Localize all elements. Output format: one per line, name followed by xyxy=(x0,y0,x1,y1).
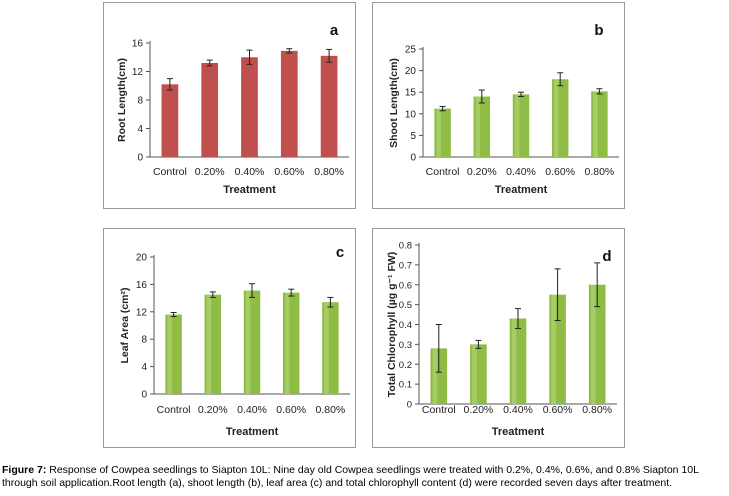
y-tick-label: 16 xyxy=(136,280,148,291)
bar-highlight xyxy=(436,108,441,157)
y-tick-label: 10 xyxy=(405,109,417,120)
y-tick-label: 8 xyxy=(137,96,143,107)
panel-letter: a xyxy=(330,22,339,39)
category-label: 0.40% xyxy=(503,404,533,416)
bar xyxy=(161,84,179,157)
y-tick-label: 0.2 xyxy=(399,360,412,371)
y-tick-label: 20 xyxy=(405,66,417,77)
x-axis-title: Treatment xyxy=(223,184,276,196)
bar-highlight xyxy=(167,314,172,394)
y-axis-title: Root Length(cm) xyxy=(116,58,128,142)
category-label: 0.60% xyxy=(545,166,575,178)
category-label: 0.40% xyxy=(235,166,265,178)
y-axis-title: Total Chlorophyll (µg g⁻¹ FW) xyxy=(386,252,398,398)
y-tick-label: 12 xyxy=(136,307,148,318)
panel-letter: d xyxy=(602,248,611,265)
y-tick-label: 4 xyxy=(141,362,147,373)
x-axis-title: Treatment xyxy=(495,184,548,196)
category-label: 0.20% xyxy=(464,404,494,416)
y-tick-label: 16 xyxy=(132,39,144,50)
y-tick-label: 4 xyxy=(137,124,143,135)
y-tick-label: 0.5 xyxy=(399,300,412,311)
y-tick-label: 0.3 xyxy=(399,340,412,351)
bar xyxy=(280,50,298,157)
bar-highlight xyxy=(475,96,481,157)
y-tick-label: 25 xyxy=(405,45,417,56)
category-label: 0.80% xyxy=(585,166,615,178)
bar-highlight xyxy=(590,284,596,404)
bar-highlight xyxy=(511,318,517,404)
bar-highlight xyxy=(206,294,212,394)
x-axis-title: Treatment xyxy=(226,426,279,438)
chart-svg-b: 0 5 10 15 20 25 Control 0.20% 0.40% 0.60% 0.80% Tre… xyxy=(388,22,619,196)
category-label: 0.80% xyxy=(316,404,346,416)
bar xyxy=(320,55,338,158)
category-label: Control xyxy=(422,404,456,416)
bar-highlight xyxy=(514,94,520,157)
chart-panel-a: 0 4 8 12 16 Control 0.20% 0.40% 0.60% 0.80% Treatm… xyxy=(103,2,356,209)
category-label: 0.80% xyxy=(582,404,612,416)
category-label: 0.20% xyxy=(198,404,228,416)
bar-highlight xyxy=(551,294,556,404)
bar-highlight xyxy=(245,290,251,394)
category-label: 0.20% xyxy=(195,166,225,178)
y-tick-label: 0 xyxy=(137,153,143,164)
panel-letter: b xyxy=(594,22,603,39)
figure-caption: Figure 7: Response of Cowpea seedlings t… xyxy=(2,464,728,490)
caption-text: Response of Cowpea seedlings to Siapton … xyxy=(2,464,699,489)
bar-highlight xyxy=(284,292,290,394)
bar-highlight xyxy=(472,344,477,404)
panel-letter: c xyxy=(336,244,344,261)
chart-panel-c: 0 4 8 12 16 20 Control 0.20% 0.40% 0.60% 0.80% Trea… xyxy=(103,228,356,448)
chart-panel-d: 0 0.1 0.2 0.3 0.4 0.5 0.6 0.7 0.8 Control 0.20% 0.4… xyxy=(372,228,625,448)
y-tick-label: 0 xyxy=(410,153,416,164)
bar-highlight xyxy=(432,348,438,404)
y-tick-label: 0.4 xyxy=(399,320,412,331)
category-label: 0.60% xyxy=(276,404,306,416)
y-tick-label: 0.1 xyxy=(399,380,412,391)
y-tick-label: 0 xyxy=(141,390,147,401)
y-tick-label: 0.7 xyxy=(399,260,412,271)
x-axis-title: Treatment xyxy=(492,426,545,438)
y-tick-label: 15 xyxy=(405,88,417,99)
category-label: 0.40% xyxy=(237,404,267,416)
y-tick-label: 5 xyxy=(410,131,416,142)
category-label: 0.40% xyxy=(506,166,536,178)
chart-svg-c: 0 4 8 12 16 20 Control 0.20% 0.40% 0.60% 0.80% Trea… xyxy=(119,244,350,438)
y-tick-label: 0 xyxy=(407,400,412,411)
y-tick-label: 8 xyxy=(141,335,147,346)
chart-svg-d: 0 0.1 0.2 0.3 0.4 0.5 0.6 0.7 0.8 Control 0.20% 0.4… xyxy=(386,241,617,438)
y-tick-label: 12 xyxy=(132,67,144,78)
category-label: 0.60% xyxy=(543,404,573,416)
bar-highlight xyxy=(553,79,559,157)
caption-label: Figure 7: xyxy=(2,464,47,476)
category-label: 0.80% xyxy=(314,166,344,178)
category-label: Control xyxy=(153,166,187,178)
category-label: 0.60% xyxy=(274,166,304,178)
category-label: 0.20% xyxy=(467,166,497,178)
bar-highlight xyxy=(324,302,329,394)
category-label: Control xyxy=(426,166,460,178)
y-tick-label: 0.8 xyxy=(399,241,412,252)
bar xyxy=(201,62,219,158)
y-axis-title: Leaf Area (cm²) xyxy=(119,287,131,363)
bar-highlight xyxy=(593,91,598,157)
y-tick-label: 20 xyxy=(136,253,148,264)
bar xyxy=(241,57,258,157)
category-label: Control xyxy=(157,404,191,416)
chart-panel-b: 0 5 10 15 20 25 Control 0.20% 0.40% 0.60% 0.80% Tre… xyxy=(372,2,625,209)
y-axis-title: Shoot Length(cm) xyxy=(388,58,400,148)
chart-svg-a: 0 4 8 12 16 Control 0.20% 0.40% 0.60% 0.80% Treatm… xyxy=(116,22,349,196)
y-tick-label: 0.6 xyxy=(399,280,412,291)
